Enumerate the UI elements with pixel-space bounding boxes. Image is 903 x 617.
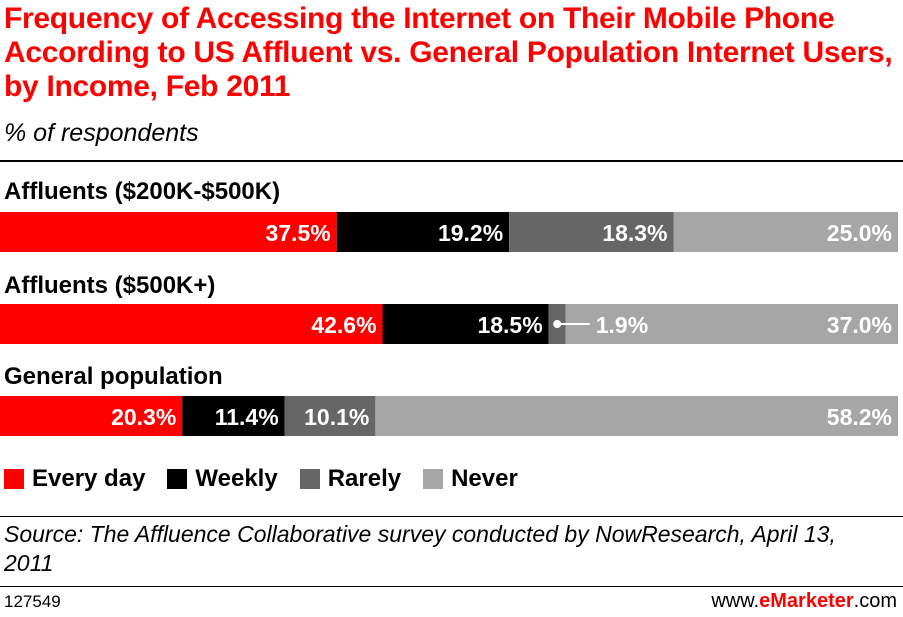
chart-subtitle: % of respondents xyxy=(4,119,199,147)
data-label: 10.1% xyxy=(304,404,369,430)
bar-segment-weekly xyxy=(336,212,510,252)
data-label: 18.3% xyxy=(602,220,667,246)
data-label: 42.6% xyxy=(311,312,376,338)
bar-segment-never xyxy=(375,396,898,436)
legend-swatch xyxy=(299,469,320,489)
bar-segment-weekly xyxy=(382,304,549,344)
category-label: General population xyxy=(4,363,223,390)
legend-label: Weekly xyxy=(195,465,278,492)
legend-swatch xyxy=(423,469,444,489)
legend-item-never: Never xyxy=(423,465,518,493)
bar-segment-every-day xyxy=(0,212,337,252)
chart-legend: Every day Weekly Rarely Never xyxy=(4,464,540,494)
bar-segment-weekly xyxy=(182,396,285,436)
data-label: 20.3% xyxy=(111,404,176,430)
brand-prefix: www. xyxy=(711,590,760,612)
legend-swatch xyxy=(4,469,24,489)
data-label: 25.0% xyxy=(827,220,892,246)
legend-label: Never xyxy=(451,465,518,492)
brand-logo: www.eMarketer.com xyxy=(711,590,897,613)
footer-divider xyxy=(0,586,903,587)
top-divider xyxy=(0,160,903,162)
bar-segment-never xyxy=(673,212,898,252)
data-label: 18.5% xyxy=(477,312,542,338)
data-label: 19.2% xyxy=(438,220,503,246)
bar-segment-every-day xyxy=(0,396,183,436)
legend-item-weekly: Weekly xyxy=(167,465,278,493)
category-label: Affluents ($200K-$500K) xyxy=(4,178,280,205)
legend-label: Rarely xyxy=(327,465,402,492)
data-label: 37.5% xyxy=(266,220,331,246)
data-label: 37.0% xyxy=(827,312,892,338)
bar-segment-every-day xyxy=(0,304,383,344)
chart-id: 127549 xyxy=(4,592,61,611)
source-note: Source: The Affluence Collaborative surv… xyxy=(4,521,836,576)
bar-segment-rarely xyxy=(509,212,674,252)
legend-item-rarely: Rarely xyxy=(299,465,402,493)
brand-name: eMarketer xyxy=(759,590,854,612)
data-label: 11.4% xyxy=(215,404,279,430)
legend-swatch xyxy=(167,469,188,489)
brand-suffix: .com xyxy=(853,590,897,612)
legend-item-every-day: Every day xyxy=(4,465,145,493)
bar-segment-never xyxy=(565,304,898,344)
data-label: 1.9% xyxy=(596,312,648,338)
bar-segment-rarely xyxy=(284,396,376,436)
data-label: 58.2% xyxy=(827,404,892,430)
chart-title: Frequency of Accessing the Internet on T… xyxy=(4,2,893,103)
source-divider xyxy=(0,516,903,517)
category-label: Affluents ($500K+) xyxy=(4,272,215,299)
legend-label: Every day xyxy=(32,465,146,492)
